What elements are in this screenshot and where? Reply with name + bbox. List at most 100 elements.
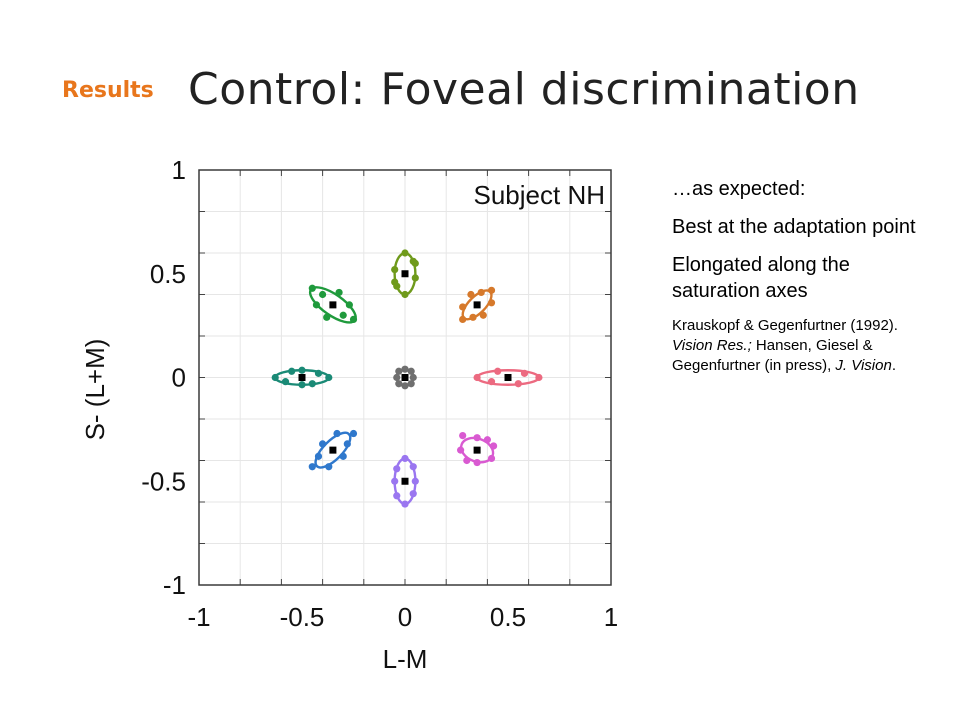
threshold-point — [459, 432, 467, 440]
y-tick-label: 0.5 — [150, 259, 186, 289]
note-elongated: Elongated along the saturation axes — [672, 254, 850, 302]
threshold-point — [459, 303, 467, 311]
chart-frame — [198, 169, 612, 586]
threshold-points — [271, 249, 543, 508]
adaptation-point — [504, 374, 512, 381]
adaptation-point — [473, 301, 481, 309]
threshold-point — [487, 299, 496, 307]
threshold-point — [467, 290, 475, 299]
tick-labels: -1 -0.5 0 0.5 1 1 0.5 0 -0.5 -1 — [141, 155, 618, 632]
threshold-point — [477, 288, 485, 297]
chart-title: Subject NH — [474, 180, 606, 210]
threshold-point — [409, 373, 417, 382]
threshold-point — [483, 436, 491, 444]
threshold-point — [409, 463, 417, 471]
note-best-adaptation: Best at the adaptation point — [672, 216, 916, 238]
y-tick-label: -1 — [163, 570, 186, 600]
threshold-point — [407, 380, 415, 388]
threshold-point — [411, 477, 419, 485]
threshold-point — [308, 380, 316, 388]
threshold-point — [308, 284, 316, 292]
threshold-point — [349, 315, 358, 323]
adaptation-point — [401, 374, 409, 381]
adaptation-point — [401, 270, 409, 278]
y-tick-label: -0.5 — [141, 466, 186, 496]
chart-grid — [199, 170, 611, 585]
threshold-point — [345, 301, 353, 309]
threshold-point — [469, 313, 477, 321]
adaptation-point — [298, 374, 306, 381]
threshold-point — [494, 367, 502, 375]
threshold-point — [335, 288, 343, 297]
threshold-point — [288, 367, 296, 375]
threshold-point — [479, 311, 487, 319]
threshold-ellipse — [314, 431, 352, 469]
threshold-point — [401, 500, 409, 508]
citation-journal1: Vision Res.; — [672, 337, 752, 354]
threshold-point — [489, 442, 498, 450]
threshold-point — [323, 313, 331, 321]
threshold-point — [401, 382, 409, 390]
x-tick-label: -1 — [187, 602, 210, 632]
threshold-point — [395, 380, 403, 388]
threshold-point — [473, 373, 481, 382]
threshold-point — [487, 286, 496, 294]
y-axis-label: S- (L+M) — [80, 339, 110, 441]
x-tick-label: -0.5 — [280, 602, 325, 632]
threshold-point — [298, 381, 306, 389]
threshold-point — [520, 369, 529, 377]
threshold-point — [393, 465, 401, 473]
threshold-point — [314, 452, 323, 460]
threshold-point — [298, 366, 306, 374]
threshold-point — [535, 373, 543, 382]
x-tick-label: 1 — [604, 602, 618, 632]
adaptation-points — [298, 270, 512, 485]
threshold-point — [312, 301, 321, 309]
adaptation-point — [473, 446, 481, 454]
threshold-point — [391, 278, 399, 286]
citation-part1: Krauskopf & Gegenfurtner (1992). — [672, 317, 898, 334]
threshold-point — [411, 259, 419, 267]
threshold-point — [487, 378, 496, 386]
x-axis-label: L-M — [383, 644, 428, 674]
threshold-point — [391, 266, 399, 274]
threshold-point — [325, 373, 333, 382]
threshold-point — [325, 463, 333, 471]
threshold-point — [393, 492, 401, 500]
citation: Krauskopf & Gegenfurtner (1992). Vision … — [672, 316, 932, 376]
adaptation-point — [329, 446, 337, 454]
threshold-point — [487, 454, 496, 463]
notes-panel: …as expected: Best at the adaptation poi… — [672, 176, 932, 388]
section-tag: Results — [62, 78, 154, 103]
threshold-point — [401, 454, 409, 463]
slide-title: Control: Foveal discrimination — [188, 64, 860, 115]
threshold-point — [473, 458, 481, 467]
threshold-point — [411, 274, 419, 282]
citation-journal2: J. Vision — [835, 357, 892, 374]
threshold-point — [308, 463, 316, 471]
threshold-point — [391, 477, 399, 485]
threshold-point — [459, 315, 467, 323]
threshold-point — [271, 373, 279, 382]
threshold-point — [395, 367, 403, 375]
threshold-point — [401, 249, 409, 257]
threshold-point — [319, 440, 327, 448]
x-tick-label: 0 — [398, 602, 412, 632]
y-tick-label: 0 — [172, 363, 186, 393]
threshold-point — [463, 456, 471, 465]
threshold-point — [393, 373, 401, 382]
threshold-point — [401, 290, 409, 299]
threshold-point — [343, 440, 351, 448]
threshold-point — [349, 429, 358, 438]
threshold-point — [473, 434, 481, 442]
y-tick-label: 1 — [172, 155, 186, 185]
note-expected: …as expected: — [672, 178, 806, 200]
threshold-point — [457, 446, 465, 454]
threshold-point — [319, 290, 327, 299]
threshold-point — [339, 311, 347, 319]
threshold-point — [401, 365, 409, 373]
threshold-point — [514, 380, 522, 388]
adaptation-point — [329, 301, 337, 309]
threshold-point — [333, 429, 341, 438]
